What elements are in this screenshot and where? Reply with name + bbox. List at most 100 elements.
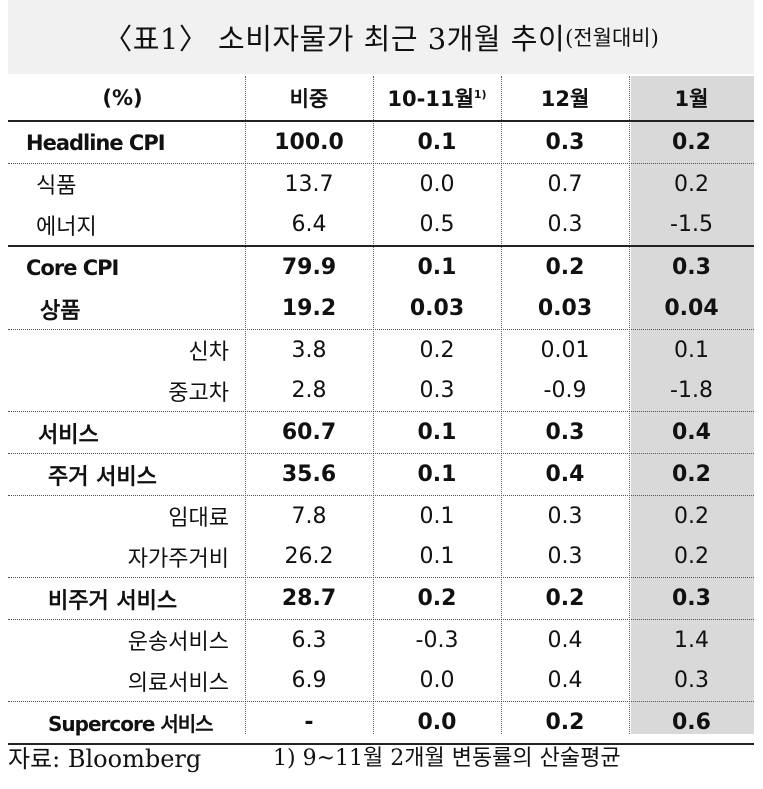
row-jan: 0.3 bbox=[672, 586, 711, 611]
row-oct-nov: 0.1 bbox=[419, 503, 455, 529]
row-oct-nov: 0.1 bbox=[417, 130, 457, 155]
row-weight: 13.7 bbox=[284, 171, 334, 197]
table-footer: 자료: Bloomberg 1) 9~11월 2개월 변동률의 산술평균 bbox=[8, 736, 763, 776]
row-weight: 6.4 bbox=[291, 212, 327, 237]
row-dec: 0.2 bbox=[545, 255, 585, 280]
source-note: 자료: Bloomberg bbox=[8, 744, 202, 773]
row-jan: 0.2 bbox=[674, 171, 709, 197]
latest-month-highlight bbox=[631, 76, 754, 734]
row-weight: 2.8 bbox=[291, 378, 327, 403]
table-row: 식품 13.7 0.0 0.7 0.2 bbox=[8, 164, 754, 204]
row-weight: 28.7 bbox=[281, 586, 337, 611]
title-sub: (전월대비) bbox=[565, 26, 659, 50]
row-label: Core CPI bbox=[26, 255, 119, 280]
row-oct-nov: 0.0 bbox=[417, 710, 457, 735]
table-row: 자가주거비 26.2 0.1 0.3 0.2 bbox=[8, 536, 754, 578]
row-label: 운송서비스 bbox=[127, 630, 229, 655]
row-label: 서비스 bbox=[38, 422, 99, 448]
table-row: 서비스 60.7 0.1 0.3 0.4 bbox=[8, 412, 754, 454]
table-row: 상품 19.2 0.03 0.03 0.04 bbox=[8, 288, 754, 330]
row-oct-nov: 0.3 bbox=[419, 378, 455, 403]
table-row: 비주거 서비스 28.7 0.2 0.2 0.3 bbox=[8, 578, 754, 620]
row-jan: 0.2 bbox=[672, 130, 711, 155]
row-dec: 0.4 bbox=[547, 668, 583, 693]
row-label: 주거 서비스 bbox=[48, 464, 157, 490]
header-oct-nov: 10-11월1) bbox=[373, 83, 501, 113]
row-label: 신차 bbox=[188, 340, 229, 365]
header-jan: 1월 bbox=[674, 87, 709, 111]
row-jan: 0.2 bbox=[674, 503, 709, 529]
row-label: Supercore 서비스 bbox=[48, 712, 214, 736]
row-oct-nov: 0.2 bbox=[417, 586, 457, 611]
row-oct-nov: 0.0 bbox=[419, 668, 455, 693]
row-weight: 19.2 bbox=[281, 296, 337, 321]
row-dec: 0.3 bbox=[547, 212, 583, 237]
row-weight: 79.9 bbox=[281, 255, 337, 280]
row-jan: 0.6 bbox=[672, 710, 711, 735]
row-dec: 0.4 bbox=[547, 627, 583, 653]
row-oct-nov: -0.3 bbox=[415, 627, 459, 653]
row-dec: 0.4 bbox=[545, 462, 585, 487]
column-divider bbox=[501, 76, 502, 734]
row-oct-nov: 0.1 bbox=[417, 255, 457, 280]
cpi-table: (%) 비중 10-11월1) 12월 1월 Headline CPI 100.… bbox=[8, 76, 754, 745]
table-row: 임대료 7.8 0.1 0.3 0.2 bbox=[8, 496, 754, 536]
table-row: 의료서비스 6.9 0.0 0.4 0.3 bbox=[8, 660, 754, 702]
row-dec: 0.7 bbox=[547, 171, 583, 197]
table-row: 주거 서비스 35.6 0.1 0.4 0.2 bbox=[8, 454, 754, 496]
column-divider bbox=[373, 76, 374, 734]
row-jan: 0.3 bbox=[672, 255, 711, 280]
row-oct-nov: 0.0 bbox=[419, 171, 455, 197]
row-jan: 1.4 bbox=[674, 627, 709, 653]
row-dec: 0.3 bbox=[547, 544, 583, 569]
table-title: 〈표1〉 소비자물가 최근 3개월 추이 (전월대비) bbox=[8, 0, 754, 74]
table-row: 신차 3.8 0.2 0.01 0.1 bbox=[8, 330, 754, 370]
row-label: 에너지 bbox=[36, 214, 97, 240]
row-weight: 26.2 bbox=[284, 544, 334, 569]
row-label: 비주거 서비스 bbox=[48, 588, 178, 614]
table-row: Supercore 서비스 - 0.0 0.2 0.6 bbox=[8, 702, 754, 745]
row-label: 의료서비스 bbox=[127, 670, 229, 696]
row-label: 임대료 bbox=[168, 506, 229, 531]
header-dec: 12월 bbox=[540, 87, 590, 111]
title-main: 〈표1〉 소비자물가 최근 3개월 추이 bbox=[103, 22, 566, 56]
row-oct-nov: 0.5 bbox=[419, 212, 455, 237]
row-dec: 0.3 bbox=[545, 130, 585, 155]
footnote-marker: 1) bbox=[473, 88, 487, 101]
row-weight: - bbox=[304, 710, 314, 735]
table-row: Headline CPI 100.0 0.1 0.3 0.2 bbox=[8, 122, 754, 164]
row-label: Headline CPI bbox=[26, 130, 166, 155]
row-weight: 6.9 bbox=[291, 668, 327, 693]
table-row: Core CPI 79.9 0.1 0.2 0.3 bbox=[8, 247, 754, 288]
header-row: (%) 비중 10-11월1) 12월 1월 bbox=[8, 76, 754, 122]
row-label: 중고차 bbox=[168, 380, 229, 406]
row-jan: 0.1 bbox=[674, 337, 709, 363]
table-row: 에너지 6.4 0.5 0.3 -1.5 bbox=[8, 204, 754, 247]
row-jan: 0.04 bbox=[664, 296, 719, 321]
row-dec: 0.01 bbox=[540, 337, 590, 363]
table-row: 운송서비스 6.3 -0.3 0.4 1.4 bbox=[8, 620, 754, 660]
row-label: 상품 bbox=[40, 298, 81, 324]
row-dec: -0.9 bbox=[543, 378, 587, 403]
row-jan: 0.2 bbox=[672, 462, 711, 487]
footnote: 1) 9~11월 2개월 변동률의 산술평균 bbox=[273, 746, 621, 771]
row-weight: 35.6 bbox=[281, 462, 337, 487]
row-jan: 0.3 bbox=[674, 668, 709, 693]
row-jan: 0.2 bbox=[674, 544, 709, 569]
row-dec: 0.2 bbox=[545, 710, 585, 735]
column-divider bbox=[629, 76, 630, 734]
header-weight: 비중 bbox=[289, 87, 329, 111]
row-oct-nov: 0.1 bbox=[417, 462, 457, 487]
row-oct-nov: 0.2 bbox=[419, 337, 455, 363]
row-dec: 0.3 bbox=[545, 420, 585, 445]
row-oct-nov: 0.1 bbox=[417, 420, 457, 445]
column-divider bbox=[245, 76, 246, 734]
row-oct-nov: 0.03 bbox=[409, 296, 465, 321]
row-weight: 6.3 bbox=[291, 627, 327, 653]
row-dec: 0.3 bbox=[547, 503, 583, 529]
row-dec: 0.2 bbox=[545, 586, 585, 611]
row-weight: 100.0 bbox=[274, 130, 344, 155]
row-jan: -1.5 bbox=[670, 212, 713, 237]
header-oct-nov-label: 10-11월 bbox=[387, 87, 474, 111]
row-oct-nov: 0.1 bbox=[419, 544, 455, 569]
